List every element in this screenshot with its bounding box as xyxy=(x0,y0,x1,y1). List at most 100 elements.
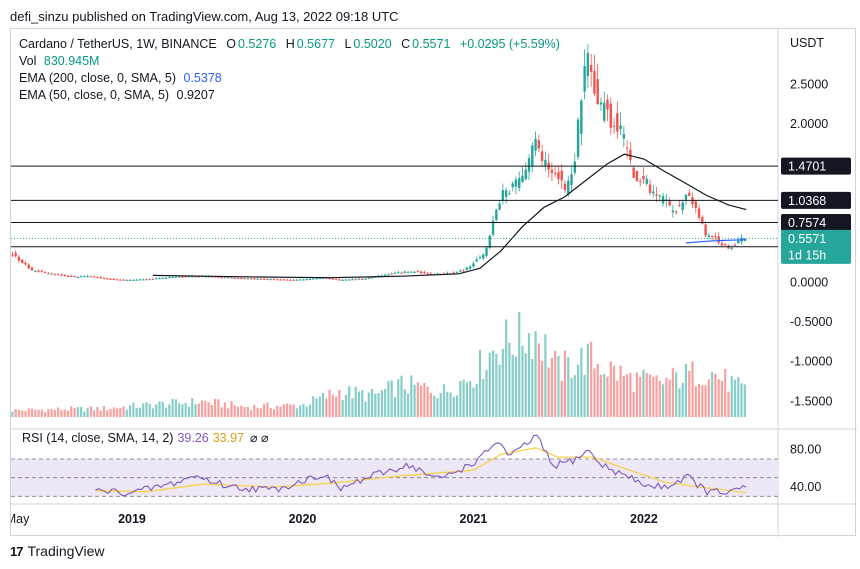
symbol-legend: Cardano / TetherUS, 1W, BINANCE O 0.5276 … xyxy=(19,37,560,51)
volume-bar xyxy=(410,375,413,417)
countdown-label: 1d 15h xyxy=(788,248,826,262)
candle-body xyxy=(710,236,714,238)
volume-bar xyxy=(341,400,344,417)
candle-body xyxy=(76,277,79,279)
candle-body xyxy=(47,273,50,275)
candle-body xyxy=(674,211,678,213)
candle-body xyxy=(586,53,590,77)
candle-body xyxy=(89,276,93,278)
volume-bar xyxy=(308,404,312,417)
level-label: 0.7574 xyxy=(788,216,826,230)
candle-body xyxy=(34,271,37,273)
volume-bar xyxy=(645,372,648,417)
candle-body xyxy=(684,194,688,200)
candle-body xyxy=(171,277,174,279)
volume-bar xyxy=(550,357,554,417)
volume-bar xyxy=(161,401,164,417)
close-label: C xyxy=(401,37,411,51)
last-price-label-bg xyxy=(781,229,851,264)
candle-body xyxy=(106,278,109,280)
volume-bar xyxy=(370,388,374,417)
price-tick-label: -0.5000 xyxy=(790,315,832,329)
volume-bar xyxy=(214,398,217,417)
volume-bar xyxy=(573,375,576,417)
candle-body xyxy=(191,276,194,278)
candle-body xyxy=(629,149,632,161)
volume-bar xyxy=(521,345,524,417)
candle-body xyxy=(73,276,76,278)
volume-bar xyxy=(537,343,540,417)
candle-body xyxy=(102,277,106,279)
candle-body xyxy=(717,236,720,243)
volume-bar xyxy=(420,385,423,417)
volume-bar xyxy=(527,333,531,417)
volume-bar xyxy=(40,409,43,417)
candle-body xyxy=(354,279,357,281)
volume-bar xyxy=(495,353,498,417)
candle-body xyxy=(132,279,135,281)
vol-value: 830.945M xyxy=(43,54,100,68)
volume-bar xyxy=(580,347,583,417)
candle-body xyxy=(524,169,527,180)
candle-body xyxy=(63,275,66,277)
volume-bar xyxy=(27,408,30,417)
volume-bar xyxy=(253,404,256,417)
candle-body xyxy=(508,193,511,195)
volume-bar xyxy=(534,331,537,417)
candle-body xyxy=(331,278,335,280)
volume-bar xyxy=(665,377,668,417)
candle-body xyxy=(504,190,508,197)
candle-body xyxy=(390,273,393,275)
chart-canvas[interactable]: USDT2.50002.00001.50001.00000.50000.0000… xyxy=(11,29,857,537)
volume-bar xyxy=(560,381,563,417)
volume-bar xyxy=(187,406,191,417)
volume-bar xyxy=(452,396,455,417)
candle-body xyxy=(56,274,60,276)
candle-body xyxy=(485,247,488,256)
volume-bar xyxy=(590,341,593,417)
volume-bar xyxy=(99,410,102,417)
volume-bar xyxy=(616,380,619,417)
volume-bar xyxy=(501,348,504,417)
volume-bar xyxy=(246,406,249,417)
candle-body xyxy=(289,279,292,281)
volume-bar xyxy=(236,406,240,417)
publisher-caption: defi_sinzu published on TradingView.com,… xyxy=(10,9,399,24)
candle-body xyxy=(383,274,387,276)
volume-bar xyxy=(531,359,534,417)
volume-bar xyxy=(449,392,452,417)
candle-body xyxy=(302,279,305,281)
volume-bar xyxy=(711,371,714,417)
volume-bar xyxy=(171,398,174,417)
volume-bar xyxy=(361,390,364,417)
volume-bar xyxy=(704,385,707,417)
ema200-line xyxy=(685,239,747,244)
candle-body xyxy=(410,271,413,273)
candle-body xyxy=(714,235,717,238)
candle-body xyxy=(580,100,583,134)
time-tick-label: 2021 xyxy=(460,512,488,526)
ema50-line xyxy=(152,153,747,279)
volume-bar xyxy=(400,375,403,417)
candle-body xyxy=(298,279,302,281)
candle-body xyxy=(128,279,132,281)
volume-bar xyxy=(338,389,341,417)
volume-bar xyxy=(384,389,387,417)
candle-body xyxy=(583,66,586,92)
chart-frame[interactable]: USDT2.50002.00001.50001.00000.50000.0000… xyxy=(10,28,857,537)
volume-bar xyxy=(102,405,106,417)
candle-body xyxy=(478,257,482,259)
candle-body xyxy=(155,278,158,280)
candle-body xyxy=(315,278,318,280)
candle-body xyxy=(86,276,89,278)
volume-bar xyxy=(230,401,233,417)
volume-bar xyxy=(547,367,550,417)
candle-body xyxy=(53,274,57,276)
volume-bar xyxy=(204,401,207,417)
visibility-icons[interactable]: ⌀ ⌀ xyxy=(250,431,269,445)
volume-bar xyxy=(717,379,720,417)
volume-bar xyxy=(655,375,658,417)
candle-body xyxy=(720,243,724,246)
volume-bar xyxy=(678,388,681,417)
candle-body xyxy=(668,200,671,206)
